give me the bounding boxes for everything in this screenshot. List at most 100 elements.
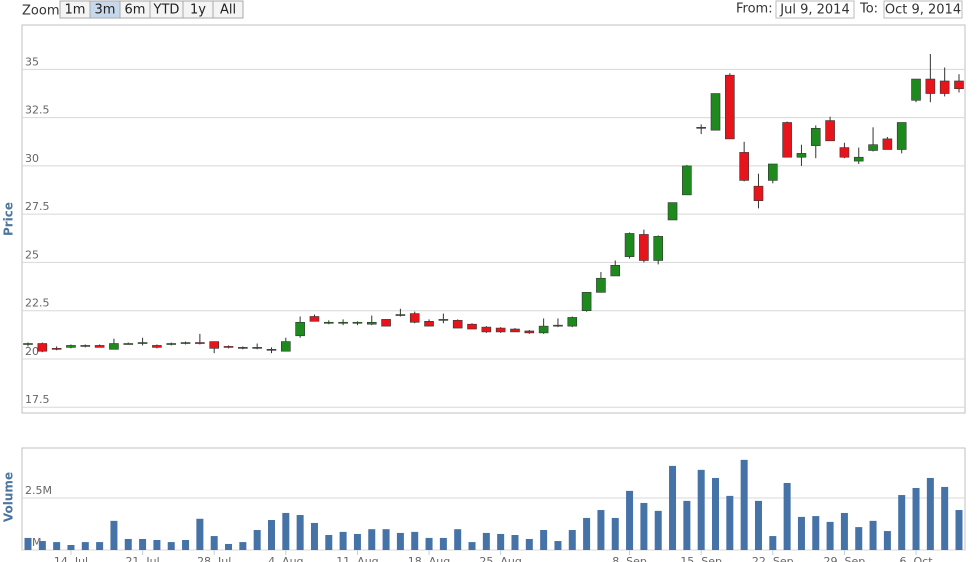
candle-body: [639, 234, 649, 261]
candle-body: [323, 321, 334, 324]
candle-body: [596, 277, 606, 293]
candle-body: [424, 321, 434, 327]
candle-body: [753, 185, 764, 201]
x-tick-label: 6. Oct: [900, 555, 934, 562]
x-tick-label: 8. Sep: [612, 555, 647, 562]
volume-bar: [869, 520, 877, 550]
candle-body: [667, 202, 678, 221]
candle-body: [954, 80, 964, 90]
candle-body: [653, 236, 664, 261]
candle-body: [252, 347, 262, 349]
volume-bar: [840, 512, 848, 550]
volume-bar: [941, 486, 949, 550]
x-tick-label: 11. Aug: [336, 555, 378, 562]
y-tick-label: 20: [25, 345, 39, 358]
volume-bar: [53, 542, 61, 550]
y-tick-label: 27.5: [25, 200, 50, 213]
candle-body: [467, 323, 477, 330]
volume-bar: [812, 516, 820, 550]
volume-bar: [826, 521, 834, 550]
volume-bar: [769, 536, 777, 550]
candle-body: [438, 319, 449, 321]
y-axis-title: Price: [2, 202, 16, 236]
zoom-button[interactable]: [212, 0, 244, 19]
volume-bar: [182, 540, 190, 550]
y-tick-label: 35: [25, 55, 39, 68]
volume-bar: [196, 518, 204, 550]
zoom-button-label: YTD: [153, 3, 180, 18]
candle-body: [366, 321, 377, 325]
candle-body: [882, 138, 893, 150]
candle-body: [696, 127, 706, 129]
volume-bar: [167, 542, 175, 550]
candle-body: [553, 324, 563, 327]
volume-bar: [597, 510, 605, 550]
volume-bar: [754, 500, 762, 550]
x-tick-label: 29. Sep: [824, 555, 866, 562]
candle-body: [868, 144, 878, 151]
x-tick-label: 25. Aug: [479, 555, 521, 562]
volume-bar: [583, 517, 591, 550]
volume-bar: [382, 529, 390, 550]
volume-bar: [96, 542, 104, 550]
x-tick-label: 18. Aug: [408, 555, 450, 562]
candle-body: [51, 348, 62, 350]
volume-bar: [883, 531, 891, 550]
candle-body: [682, 165, 692, 196]
volume-bar: [339, 531, 347, 550]
volume-bar: [67, 545, 75, 550]
volume-bar: [912, 487, 920, 550]
volume-bar: [525, 538, 533, 550]
volume-bar: [626, 490, 634, 550]
volume-bar: [540, 530, 548, 550]
y-axis-title: Volume: [2, 472, 16, 522]
y-tick-label: 32.5: [25, 104, 50, 117]
volume-bar: [267, 520, 275, 550]
candle-body: [80, 345, 91, 347]
to-value: Oct 9, 2014: [885, 3, 961, 18]
x-tick-label: 21. Jul: [125, 555, 159, 562]
volume-bar: [425, 537, 433, 550]
volume-bar: [225, 543, 233, 550]
candle-body: [896, 122, 907, 150]
volume-bar: [568, 530, 576, 550]
volume-bar: [726, 495, 734, 550]
candle-body: [338, 321, 348, 324]
volume-bar: [153, 540, 161, 550]
volume-bar: [855, 527, 863, 550]
volume-bar: [511, 535, 519, 550]
volume-bar: [38, 541, 46, 550]
volume-bar: [697, 469, 705, 550]
candle-body: [295, 321, 305, 337]
volume-bar: [468, 542, 476, 550]
volume-bar: [640, 502, 648, 550]
candle-body: [166, 343, 177, 345]
candle-body: [853, 156, 864, 162]
volume-bar: [439, 537, 447, 550]
volume-bar: [253, 530, 261, 550]
zoom-button-label: All: [220, 3, 236, 18]
candle-body: [796, 153, 807, 158]
y-tick-label: 17.5: [25, 393, 50, 406]
to-label: To:: [859, 2, 878, 17]
volume-bar: [926, 477, 934, 550]
y-tick-label: 22.5: [25, 297, 50, 310]
from-value: Jul 9, 2014: [779, 3, 849, 18]
candle-body: [839, 147, 850, 158]
volume-bar: [353, 533, 361, 550]
candle-body: [624, 233, 635, 257]
volume-bar: [124, 538, 132, 550]
volume-bar: [454, 529, 462, 550]
candle-body: [395, 314, 406, 316]
from-input[interactable]: [775, 0, 855, 19]
candle-body: [309, 316, 320, 322]
candle-body: [152, 345, 162, 348]
x-tick-label: 28. Jul: [197, 555, 231, 562]
volume-bar: [396, 532, 404, 550]
to-input[interactable]: [883, 0, 963, 19]
volume-bar: [554, 541, 562, 550]
zoom-label: Zoom: [22, 4, 59, 19]
candle-body: [223, 346, 234, 348]
zoom-button-label: 6m: [125, 3, 146, 18]
volume-bar: [282, 512, 290, 550]
